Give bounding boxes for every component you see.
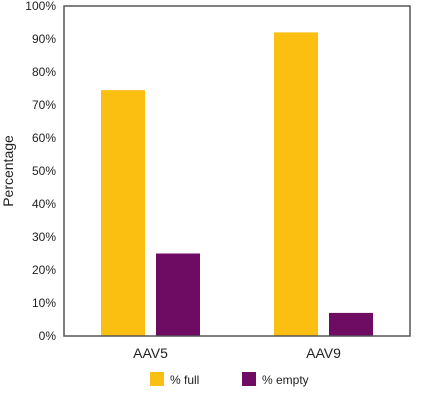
legend: % full % empty [150,372,309,387]
y-tick-label: 30% [32,230,56,244]
y-tick-label: 60% [32,131,56,145]
legend-label: % full [170,373,199,387]
legend-swatch [150,372,164,386]
y-tick-label: 20% [32,263,56,277]
bar-aav9-full [274,32,318,337]
bar-aav9-empty [329,312,373,336]
legend-swatch [242,372,256,386]
y-tick-label: 80% [32,65,56,79]
x-tick-labels: AAV5 AAV9 [133,345,341,361]
bar-aav5-full [101,90,145,337]
x-tick-label: AAV5 [133,345,168,361]
y-tick-label: 70% [32,98,56,112]
bar-aav5-empty [156,253,200,336]
y-tick-label: 100% [25,0,56,13]
y-axis-title: Percentage [0,135,16,207]
y-tick-label: 50% [32,164,56,178]
plot-frame [63,5,411,337]
y-tick-label: 0% [39,329,57,343]
y-tick-label: 40% [32,197,56,211]
y-tick-label: 10% [32,296,56,310]
x-tick-label: AAV9 [306,345,341,361]
legend-label: % empty [262,373,309,387]
y-tick-label: 90% [32,32,56,46]
y-tick-labels: 0% 10% 20% 30% 40% 50% 60% 70% 80% 90% 100% [25,0,56,343]
bars-group [101,32,373,337]
